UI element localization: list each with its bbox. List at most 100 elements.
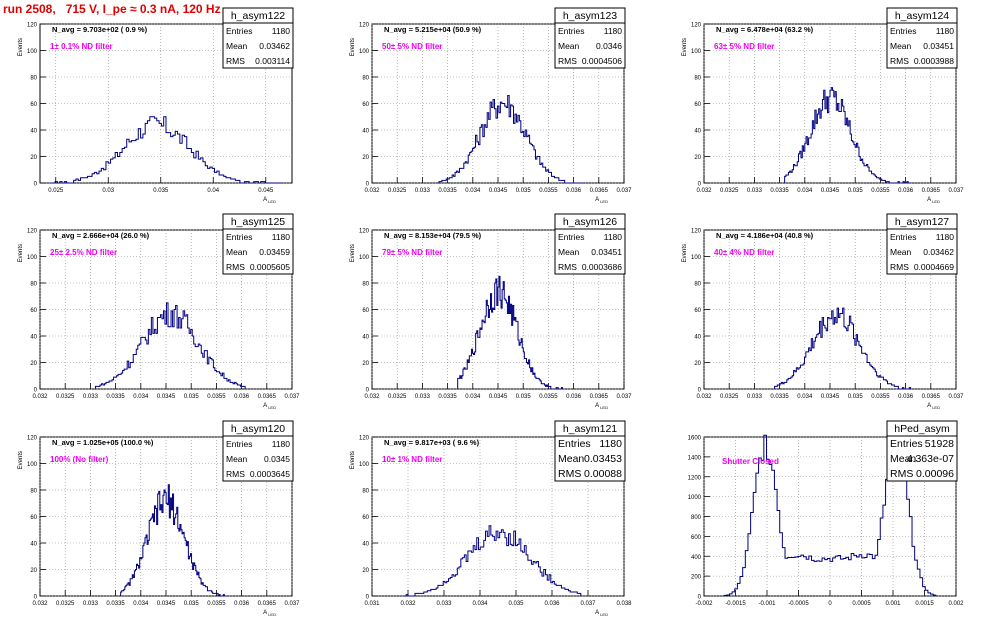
y-tick-label: 20 xyxy=(30,361,37,367)
run-title: run 2508, 715 V, I_pe ≈ 0.3 nA, 120 Hz xyxy=(3,2,221,16)
stats-value-mean: 0.03451 xyxy=(591,247,622,257)
y-tick-label: 600 xyxy=(691,535,702,541)
x-tick-label: 0.036 xyxy=(566,394,582,400)
y-tick-label: 0 xyxy=(366,182,370,188)
x-tick-label: 0.04 xyxy=(207,188,219,194)
stats-key-entries: Entries xyxy=(558,438,591,450)
x-tick-label: -0.0015 xyxy=(725,601,746,607)
histogram-panel-h_asym125: 0 20 40 60 80 100 120 0.032 0.0325 0.033 0.0335 0.0… xyxy=(18,213,300,410)
x-tick-label: 0.0335 xyxy=(438,188,457,194)
x-tick-label: 0.0365 xyxy=(922,188,941,194)
y-tick-label: 20 xyxy=(362,568,369,574)
x-tick-label: 0.034 xyxy=(465,394,481,400)
x-axis-title-sub: LED xyxy=(267,612,276,617)
x-tick-label: 0.0355 xyxy=(871,188,890,194)
x-tick-label: 0.037 xyxy=(948,188,964,194)
x-tick-label: 0.0365 xyxy=(922,394,941,400)
y-tick-label: 20 xyxy=(694,155,701,161)
stats-key-mean: Mean xyxy=(226,454,248,464)
x-tick-label: -0.0005 xyxy=(788,601,809,607)
x-tick-label: 0.033 xyxy=(436,601,452,607)
y-tick-label: 120 xyxy=(27,23,38,29)
x-tick-label: 0.0355 xyxy=(539,394,558,400)
x-tick-label: 0.0345 xyxy=(821,394,840,400)
y-tick-label: 120 xyxy=(27,436,38,442)
x-axis-title-sub: LED xyxy=(931,405,940,410)
x-tick-label: 0.033 xyxy=(83,601,99,607)
y-tick-label: 40 xyxy=(362,542,369,548)
y-tick-label: 80 xyxy=(362,282,369,288)
x-tick-label: 0.0005 xyxy=(852,601,871,607)
x-tick-label: 0.036 xyxy=(898,188,914,194)
y-tick-label: 1200 xyxy=(688,475,702,481)
x-tick-label: 0.032 xyxy=(400,601,416,607)
x-tick-label: 0.0325 xyxy=(56,394,75,400)
x-tick-label: 0.037 xyxy=(580,601,596,607)
x-tick-label: 0.0325 xyxy=(388,394,407,400)
navg-label: N_avg = 9.817e+03 ( 9.6 %) xyxy=(384,438,480,447)
stats-key-entries: Entries xyxy=(558,232,584,242)
histogram-series xyxy=(457,275,564,390)
stats-value-rms: 0.00088 xyxy=(584,468,622,480)
x-tick-label: 0.036 xyxy=(898,394,914,400)
x-tick-label: 0.0325 xyxy=(720,188,739,194)
stats-value-entries: 1180 xyxy=(936,26,955,36)
x-tick-label: 0.0335 xyxy=(770,188,789,194)
y-tick-label: 100 xyxy=(359,255,370,261)
navg-label: N_avg = 9.703e+02 ( 0.9 %) xyxy=(52,25,148,34)
stats-key-mean: Mean xyxy=(558,453,584,465)
y-tick-label: 100 xyxy=(27,49,38,55)
x-tick-label: 0.037 xyxy=(284,601,300,607)
stats-box xyxy=(222,420,294,482)
x-tick-label: 0.034 xyxy=(797,394,813,400)
stats-value-mean: 0.0346 xyxy=(596,41,622,51)
histogram-series xyxy=(50,116,282,184)
filter-note: 10± 1% ND filter xyxy=(382,455,442,464)
x-tick-label: 0.034 xyxy=(797,188,813,194)
stats-key-rms: RMS xyxy=(890,262,909,272)
x-tick-label: 0.0355 xyxy=(539,188,558,194)
x-tick-label: 0.002 xyxy=(948,601,964,607)
x-tick-label: 0.0355 xyxy=(207,601,226,607)
x-tick-label: 0.0345 xyxy=(489,188,508,194)
stats-box xyxy=(222,213,294,275)
x-tick-label: 0.0325 xyxy=(388,188,407,194)
x-tick-label: 0.033 xyxy=(83,394,99,400)
x-tick-label: 0.0365 xyxy=(590,188,609,194)
stats-value-entries: 1180 xyxy=(936,232,955,242)
stats-value-rms: 0.0003988 xyxy=(914,56,954,66)
y-tick-label: 0 xyxy=(698,595,702,601)
histogram-series xyxy=(404,525,582,597)
x-axis-title-sub: LED xyxy=(599,612,608,617)
y-axis-title: Events xyxy=(350,244,356,262)
stats-title: h_asym126 xyxy=(563,216,617,228)
x-tick-label: 0.0365 xyxy=(258,601,277,607)
y-tick-label: 80 xyxy=(362,489,369,495)
x-axis-title-sub: LED xyxy=(599,405,608,410)
stats-key-rms: RMS xyxy=(890,56,909,66)
histogram-panel-hPed_asym: 0 200 400 600 800 1000 1200 1400 1600 -0.002 -0.00… xyxy=(688,420,964,607)
stats-key-entries: Entries xyxy=(890,26,916,36)
y-tick-label: 100 xyxy=(691,49,702,55)
y-tick-label: 120 xyxy=(359,436,370,442)
y-tick-label: 0 xyxy=(34,595,38,601)
y-tick-label: 40 xyxy=(694,129,701,135)
y-tick-label: 40 xyxy=(30,335,37,341)
x-tick-label: 0.0015 xyxy=(915,601,934,607)
stats-title: h_asym120 xyxy=(231,423,285,435)
histogram-series xyxy=(120,484,227,597)
y-axis-title: Events xyxy=(18,38,24,56)
x-tick-label: 0.0345 xyxy=(157,601,176,607)
stats-value-mean: 0.03459 xyxy=(259,247,290,257)
y-tick-label: 80 xyxy=(30,76,37,82)
y-tick-label: 0 xyxy=(698,182,702,188)
x-tick-label: 0.032 xyxy=(364,394,380,400)
histogram-series xyxy=(774,307,912,390)
x-tick-label: 0.035 xyxy=(153,188,169,194)
filter-note: 100% (No filter) xyxy=(50,455,109,464)
histogram-panel-h_asym123: 0 20 40 60 80 100 120 0.032 0.0325 0.033 0.0335 0.0… xyxy=(350,7,632,204)
x-tick-label: 0.037 xyxy=(948,394,964,400)
x-tick-label: 0.0345 xyxy=(157,394,176,400)
x-tick-label: 0.001 xyxy=(885,601,901,607)
stats-key-mean: Mean xyxy=(890,247,912,257)
